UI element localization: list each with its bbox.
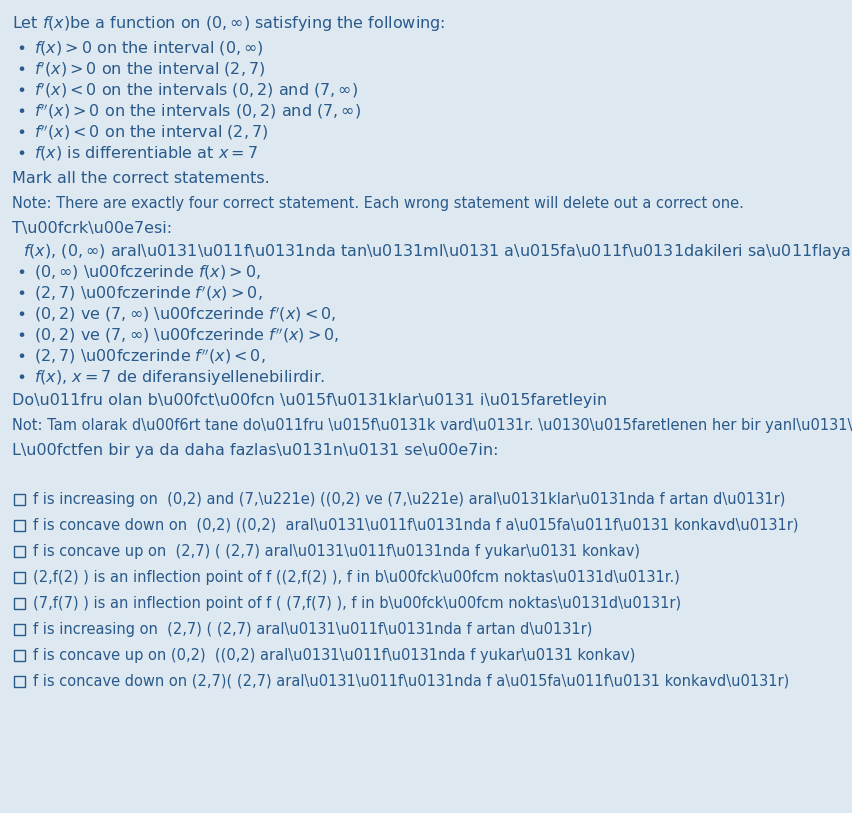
Bar bbox=[14, 624, 25, 635]
Text: Not: Tam olarak d\u00f6rt tane do\u011fru \u015f\u0131k vard\u0131r. \u0130\u015: Not: Tam olarak d\u00f6rt tane do\u011fr… bbox=[12, 418, 852, 433]
Text: $\mathit{f}(x)$, $x = 7$ de diferansiyellenebilirdir.: $\mathit{f}(x)$, $x = 7$ de diferansiyel… bbox=[34, 368, 325, 387]
Text: $\mathit{f}''(x) < 0$ on the interval $(2, 7)$: $\mathit{f}''(x) < 0$ on the interval $(… bbox=[34, 123, 268, 142]
Text: f is increasing on  (2,7) ( (2,7) aral\u0131\u011f\u0131nda f artan d\u0131r): f is increasing on (2,7) ( (2,7) aral\u0… bbox=[33, 622, 591, 637]
Text: $\mathit{f}(x)$ is differentiable at $x = 7$: $\mathit{f}(x)$ is differentiable at $x … bbox=[34, 144, 257, 162]
Text: T\u00fcrk\u00e7esi:: T\u00fcrk\u00e7esi: bbox=[12, 221, 172, 236]
Text: Mark all the correct statements.: Mark all the correct statements. bbox=[12, 171, 269, 186]
Text: $(2, 7)$ \u00fczerinde $\mathit{f}''(x) < 0$,: $(2, 7)$ \u00fczerinde $\mathit{f}''(x) … bbox=[34, 347, 265, 367]
Bar bbox=[14, 546, 25, 557]
Text: $\bullet$: $\bullet$ bbox=[16, 123, 26, 138]
Text: $\bullet$: $\bullet$ bbox=[16, 284, 26, 299]
Text: f is increasing on  (0,2) and (7,\u221e) ((0,2) ve (7,\u221e) aral\u0131klar\u01: f is increasing on (0,2) and (7,\u221e) … bbox=[33, 492, 785, 507]
Text: $\bullet$: $\bullet$ bbox=[16, 326, 26, 341]
Text: $\bullet$: $\bullet$ bbox=[16, 347, 26, 362]
Text: $\bullet$: $\bullet$ bbox=[16, 102, 26, 117]
Text: Do\u011fru olan b\u00fct\u00fcn \u015f\u0131klar\u0131 i\u015faretleyin: Do\u011fru olan b\u00fct\u00fcn \u015f\u… bbox=[12, 393, 607, 408]
Text: Let $\mathit{f}(x)$be a function on $(0, \infty)$ satisfying the following:: Let $\mathit{f}(x)$be a function on $(0,… bbox=[12, 14, 445, 33]
Bar bbox=[14, 520, 25, 531]
Text: L\u00fctfen bir ya da daha fazlas\u0131n\u0131 se\u00e7in:: L\u00fctfen bir ya da daha fazlas\u0131n… bbox=[12, 443, 498, 458]
Bar bbox=[14, 676, 25, 687]
Text: $\bullet$: $\bullet$ bbox=[16, 305, 26, 320]
Text: $\mathit{f}(x)$, $(0, \infty)$ aral\u0131\u011f\u0131nda tan\u0131ml\u0131 a\u01: $\mathit{f}(x)$, $(0, \infty)$ aral\u013… bbox=[18, 242, 852, 261]
Text: $(2, 7)$ \u00fczerinde $\mathit{f}'(x) > 0$,: $(2, 7)$ \u00fczerinde $\mathit{f}'(x) >… bbox=[34, 284, 262, 303]
Text: $\mathit{f}'(x) > 0$ on the interval $(2, 7)$: $\mathit{f}'(x) > 0$ on the interval $(2… bbox=[34, 60, 265, 80]
Text: $(0, 2)$ ve $(7, \infty)$ \u00fczerinde $\mathit{f}''(x) > 0$,: $(0, 2)$ ve $(7, \infty)$ \u00fczerinde … bbox=[34, 326, 339, 346]
Bar bbox=[14, 598, 25, 609]
Text: $\bullet$: $\bullet$ bbox=[16, 81, 26, 96]
Text: f is concave up on (0,2)  ((0,2) aral\u0131\u011f\u0131nda f yukar\u0131 konkav): f is concave up on (0,2) ((0,2) aral\u01… bbox=[33, 648, 635, 663]
Text: $\bullet$: $\bullet$ bbox=[16, 368, 26, 383]
Text: f is concave up on  (2,7) ( (2,7) aral\u0131\u011f\u0131nda f yukar\u0131 konkav: f is concave up on (2,7) ( (2,7) aral\u0… bbox=[33, 544, 639, 559]
Text: f is concave down on (2,7)( (2,7) aral\u0131\u011f\u0131nda f a\u015fa\u011f\u01: f is concave down on (2,7)( (2,7) aral\u… bbox=[33, 674, 788, 689]
Text: $\bullet$: $\bullet$ bbox=[16, 39, 26, 54]
Text: $\mathit{f}''(x) > 0$ on the intervals $(0, 2)$ and $(7, \infty)$: $\mathit{f}''(x) > 0$ on the intervals $… bbox=[34, 102, 360, 121]
Text: $\bullet$: $\bullet$ bbox=[16, 144, 26, 159]
Text: f is concave down on  (0,2) ((0,2)  aral\u0131\u011f\u0131nda f a\u015fa\u011f\u: f is concave down on (0,2) ((0,2) aral\u… bbox=[33, 518, 797, 533]
Bar bbox=[14, 650, 25, 661]
Text: $\mathit{f}(x) > 0$ on the interval $(0, \infty)$: $\mathit{f}(x) > 0$ on the interval $(0,… bbox=[34, 39, 263, 57]
Text: $(0, 2)$ ve $(7, \infty)$ \u00fczerinde $\mathit{f}'(x) < 0$,: $(0, 2)$ ve $(7, \infty)$ \u00fczerinde … bbox=[34, 305, 336, 324]
Bar bbox=[14, 572, 25, 583]
Text: $(0, \infty)$ \u00fczerinde $\mathit{f}(x) > 0$,: $(0, \infty)$ \u00fczerinde $\mathit{f}(… bbox=[34, 263, 261, 281]
Text: $\mathit{f}'(x) < 0$ on the intervals $(0, 2)$ and $(7, \infty)$: $\mathit{f}'(x) < 0$ on the intervals $(… bbox=[34, 81, 358, 100]
Text: (7,f(7) ) is an inflection point of f ( (7,f(7) ), f in b\u00fck\u00fcm noktas\u: (7,f(7) ) is an inflection point of f ( … bbox=[33, 596, 681, 611]
Bar bbox=[14, 494, 25, 505]
Text: $\bullet$: $\bullet$ bbox=[16, 60, 26, 75]
Text: Note: There are exactly four correct statement. Each wrong statement will delete: Note: There are exactly four correct sta… bbox=[12, 196, 743, 211]
Text: $\bullet$: $\bullet$ bbox=[16, 263, 26, 278]
Text: (2,f(2) ) is an inflection point of f ((2,f(2) ), f in b\u00fck\u00fcm noktas\u0: (2,f(2) ) is an inflection point of f ((… bbox=[33, 570, 679, 585]
